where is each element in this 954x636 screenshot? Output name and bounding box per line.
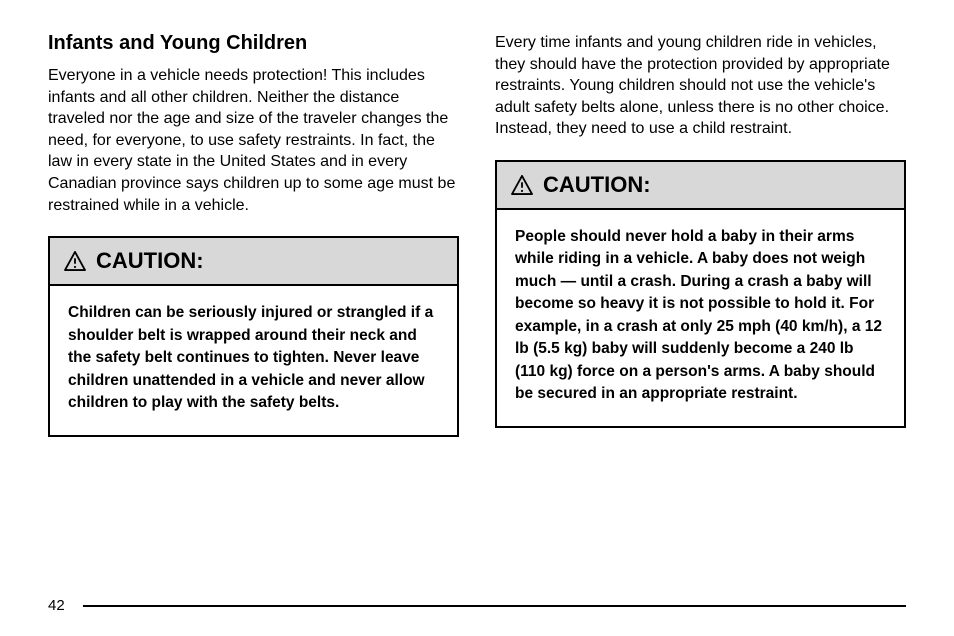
content-columns: Infants and Young Children Everyone in a…	[48, 32, 906, 437]
caution-body-text: Children can be seriously injured or str…	[50, 286, 457, 434]
page-footer: 42	[48, 597, 906, 614]
warning-triangle-icon	[64, 251, 86, 271]
left-column: Infants and Young Children Everyone in a…	[48, 32, 459, 437]
intro-paragraph: Everyone in a vehicle needs protection! …	[48, 65, 459, 216]
right-paragraph: Every time infants and young children ri…	[495, 32, 906, 140]
caution-body-text: People should never hold a baby in their…	[497, 210, 904, 426]
right-column: Every time infants and young children ri…	[495, 32, 906, 437]
footer-rule	[83, 605, 906, 607]
caution-box-right: CAUTION: People should never hold a baby…	[495, 160, 906, 428]
section-heading: Infants and Young Children	[48, 32, 459, 55]
caution-box-left: CAUTION: Children can be seriously injur…	[48, 236, 459, 436]
page-number: 42	[48, 597, 65, 614]
caution-label: CAUTION:	[543, 172, 651, 198]
caution-label: CAUTION:	[96, 248, 204, 274]
caution-header: CAUTION:	[497, 162, 904, 210]
caution-header: CAUTION:	[50, 238, 457, 286]
warning-triangle-icon	[511, 175, 533, 195]
